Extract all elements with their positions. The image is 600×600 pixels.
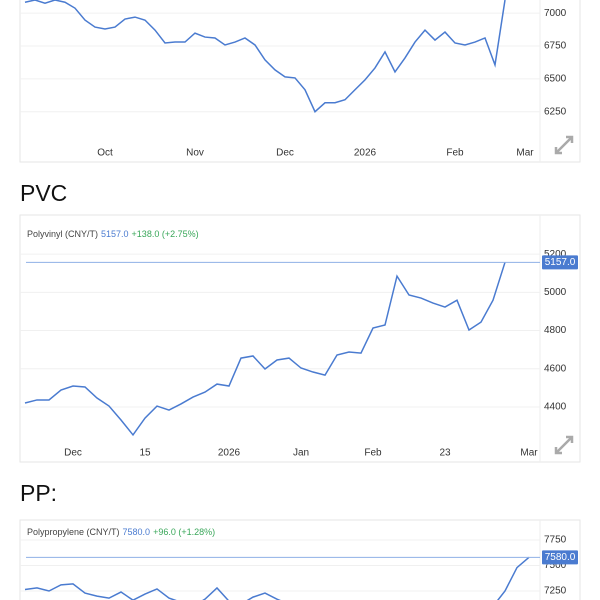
y-tick-label: 5000 <box>544 287 567 298</box>
x-tick-label: 23 <box>439 448 451 459</box>
legend: Polypropylene (CNY/T) 7580.0 +96.0 (+1.28%… <box>27 527 215 537</box>
legend-last-price: 5157.0 <box>101 229 129 239</box>
x-tick-label: Feb <box>364 448 382 459</box>
legend-change: +96.0 (+1.28%) <box>153 527 215 537</box>
legend: Polyvinyl (CNY/T) 5157.0 +138.0 (+2.75%) <box>27 229 199 239</box>
y-tick-label: 6750 <box>544 41 567 52</box>
section-heading: PVC <box>20 180 67 206</box>
legend-series-name: Polypropylene (CNY/T) <box>27 527 120 537</box>
last-price-label: 5157.0 <box>545 257 576 268</box>
x-tick-label: Nov <box>186 148 204 159</box>
expand-icon <box>554 135 574 155</box>
chart-frame <box>19 214 581 463</box>
x-tick-label: Feb <box>446 148 464 159</box>
legend-change: +138.0 (+2.75%) <box>132 229 199 239</box>
price-line <box>24 556 530 600</box>
price-line <box>24 262 506 437</box>
y-tick-label: 4400 <box>544 402 567 413</box>
y-tick-label: 5200 <box>544 249 567 260</box>
x-tick-label: Mar <box>516 148 534 159</box>
x-tick-label: Oct <box>97 148 113 159</box>
chart-frame <box>19 519 581 600</box>
last-price-box <box>542 550 578 565</box>
expand-icon <box>554 435 574 455</box>
legend-last-price: 7580.0 <box>123 527 151 537</box>
y-tick-label: 7500 <box>544 560 567 571</box>
y-tick-label: 4800 <box>544 325 567 336</box>
last-price-label: 7580.0 <box>545 552 576 563</box>
legend-series-name: Polyvinyl (CNY/T) <box>27 229 98 239</box>
y-tick-label: 7000 <box>544 8 567 19</box>
y-tick-label: 7250 <box>544 586 567 597</box>
y-tick-label: 7750 <box>544 535 567 546</box>
section-heading: PP: <box>20 480 57 506</box>
x-tick-label: Dec <box>64 448 82 459</box>
chart-frame <box>19 0 581 163</box>
x-tick-label: 2026 <box>218 448 241 459</box>
price-line <box>24 0 506 113</box>
x-tick-label: 15 <box>139 448 151 459</box>
y-tick-label: 6500 <box>544 73 567 84</box>
last-price-box <box>542 255 578 270</box>
y-tick-label: 6250 <box>544 106 567 117</box>
x-tick-label: Mar <box>520 448 538 459</box>
x-tick-label: Dec <box>276 148 294 159</box>
x-tick-label: Jan <box>293 448 309 459</box>
y-tick-label: 4600 <box>544 363 567 374</box>
x-tick-label: 2026 <box>354 148 377 159</box>
